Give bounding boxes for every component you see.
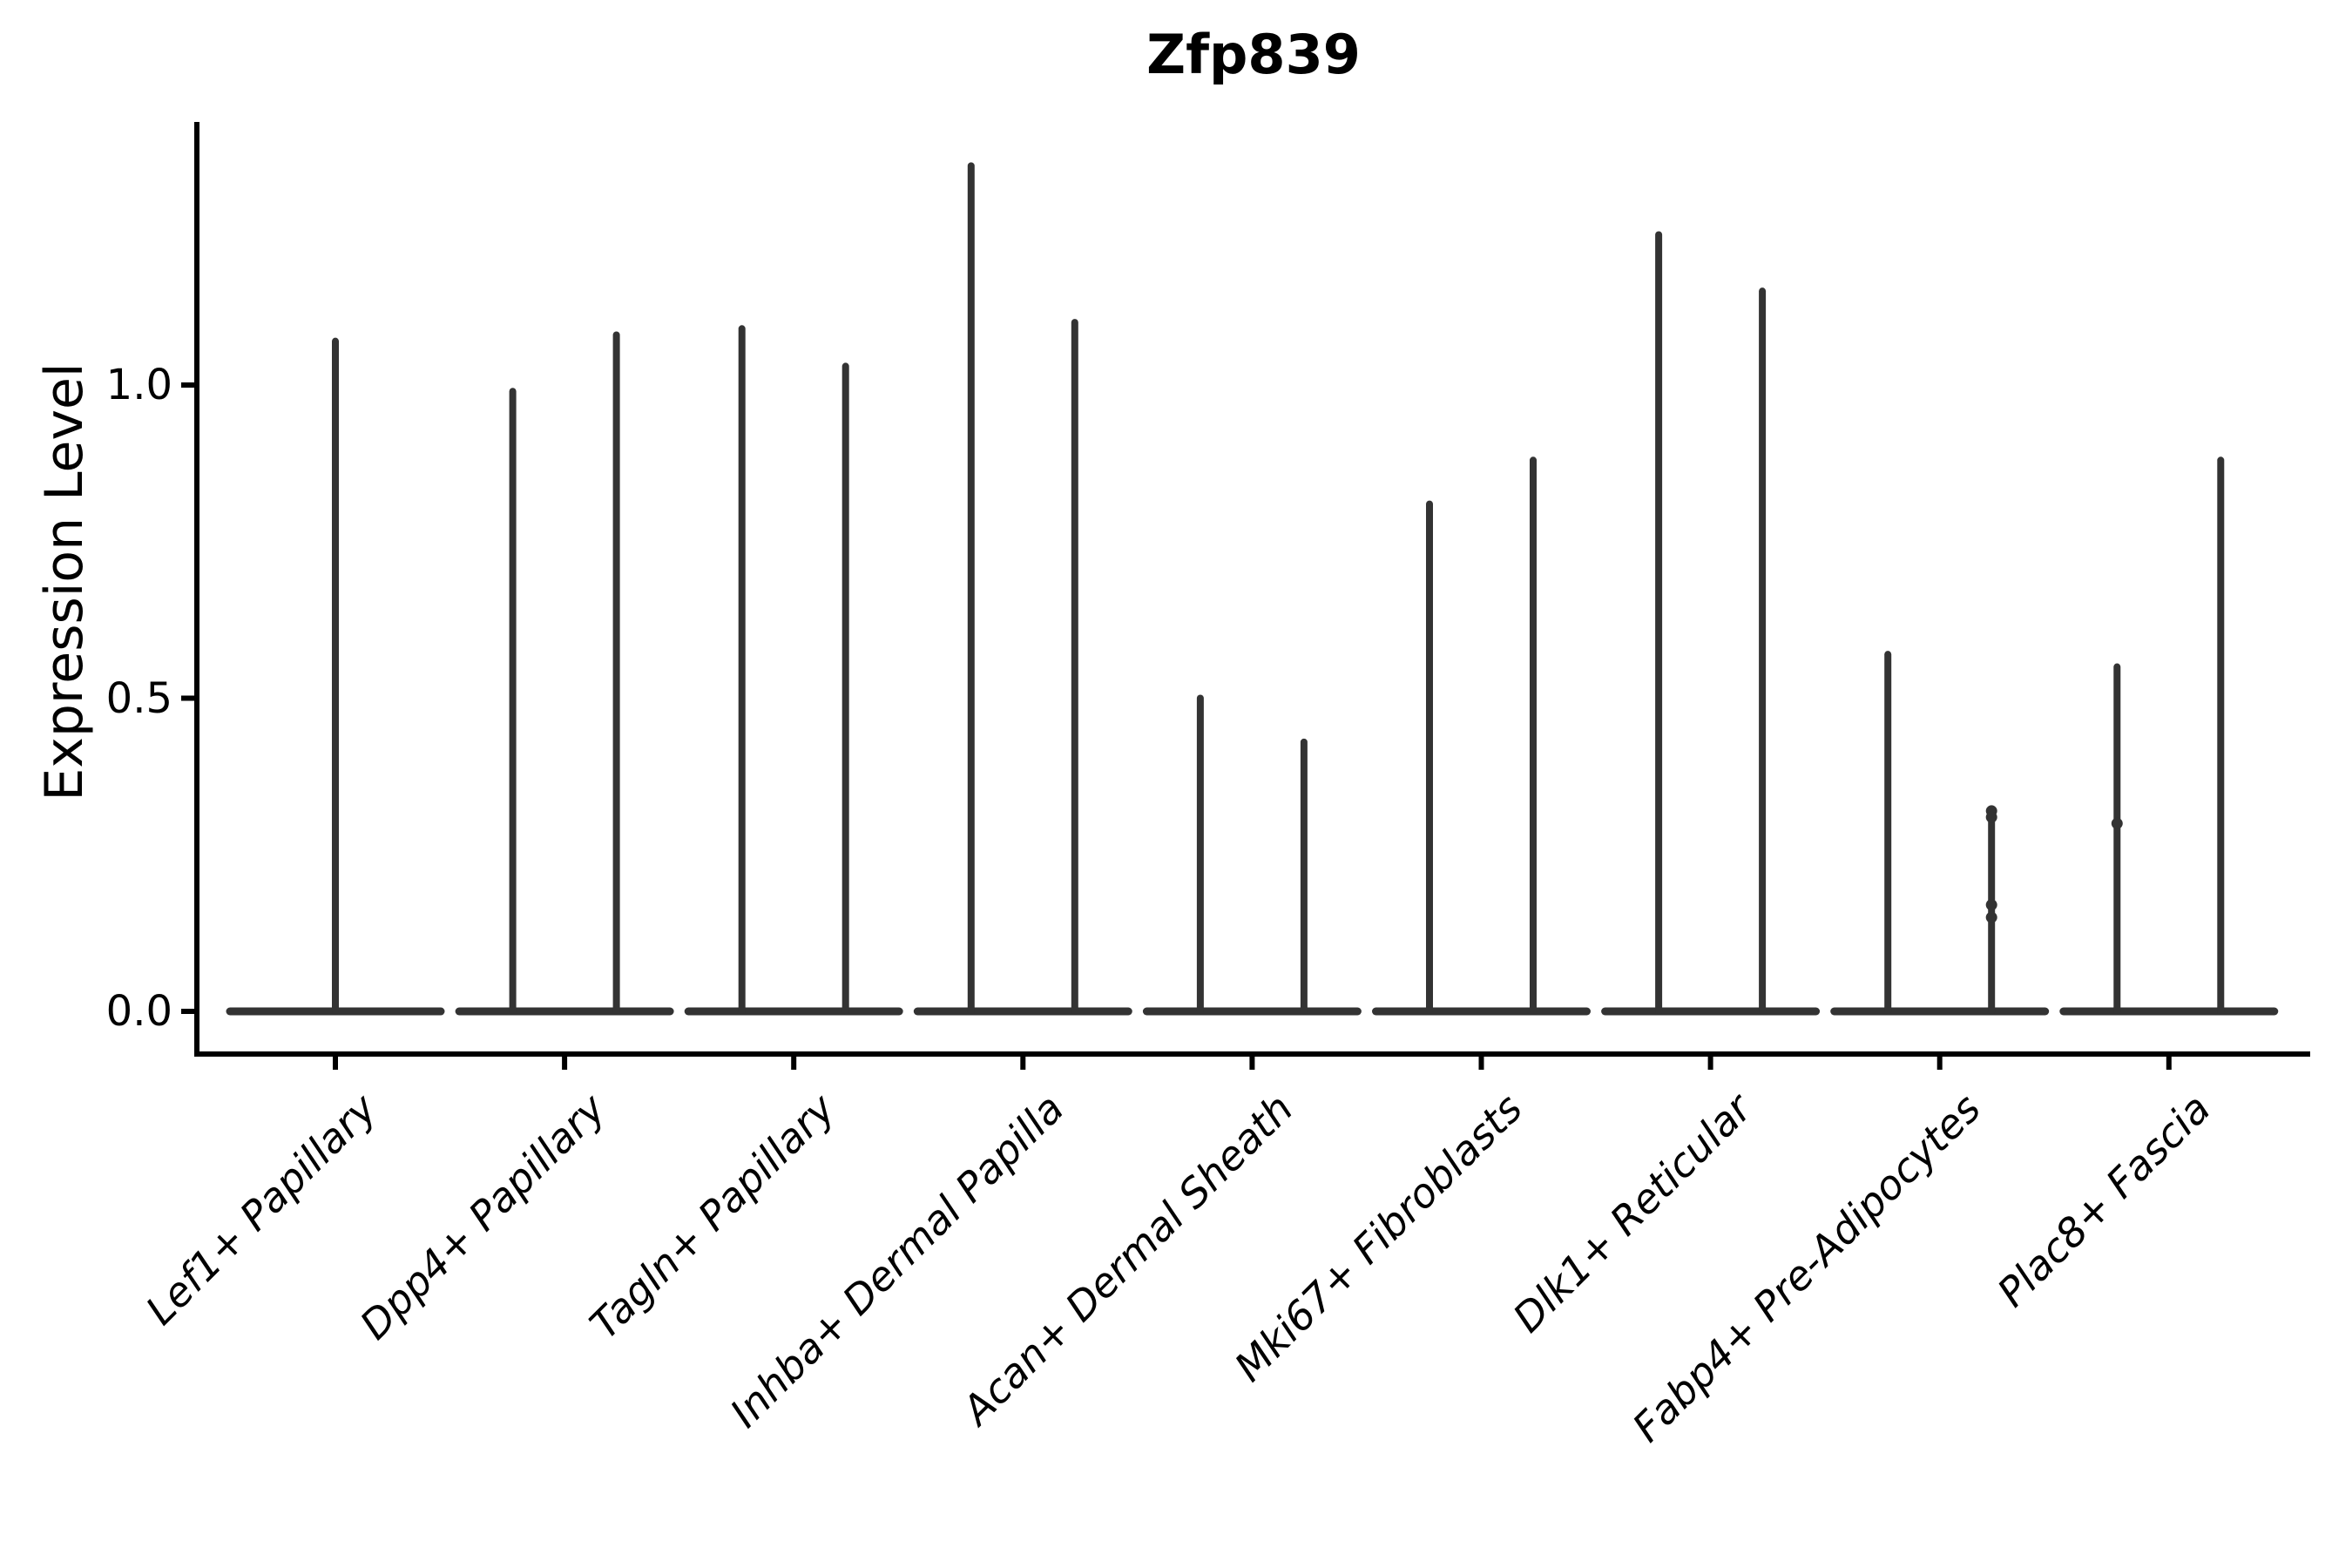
y-tick-label: 1.0 [105, 361, 172, 409]
violin-jitter-dot [1985, 911, 1997, 923]
chart-title: Zfp839 [1146, 23, 1361, 86]
violin-jitter-dot [1985, 811, 1997, 823]
y-tick-label: 0.5 [105, 673, 172, 723]
violin-jitter-dot [1985, 899, 1997, 911]
violin-jitter-dot [2111, 817, 2123, 829]
y-tick-label: 0.0 [105, 987, 172, 1036]
